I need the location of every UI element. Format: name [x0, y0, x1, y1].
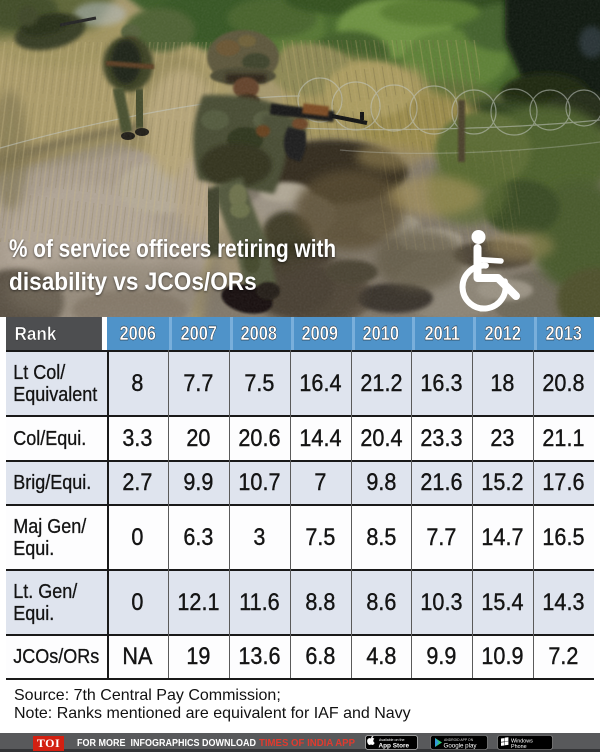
svg-text:ANDROID APP ON: ANDROID APP ON — [444, 738, 474, 742]
svg-text:Windows: Windows — [511, 739, 533, 745]
svg-text:Available on the: Available on the — [379, 738, 405, 742]
svg-text:Google play: Google play — [444, 743, 478, 750]
svg-text:App Store: App Store — [379, 743, 410, 750]
svg-text:Phone: Phone — [511, 744, 527, 750]
